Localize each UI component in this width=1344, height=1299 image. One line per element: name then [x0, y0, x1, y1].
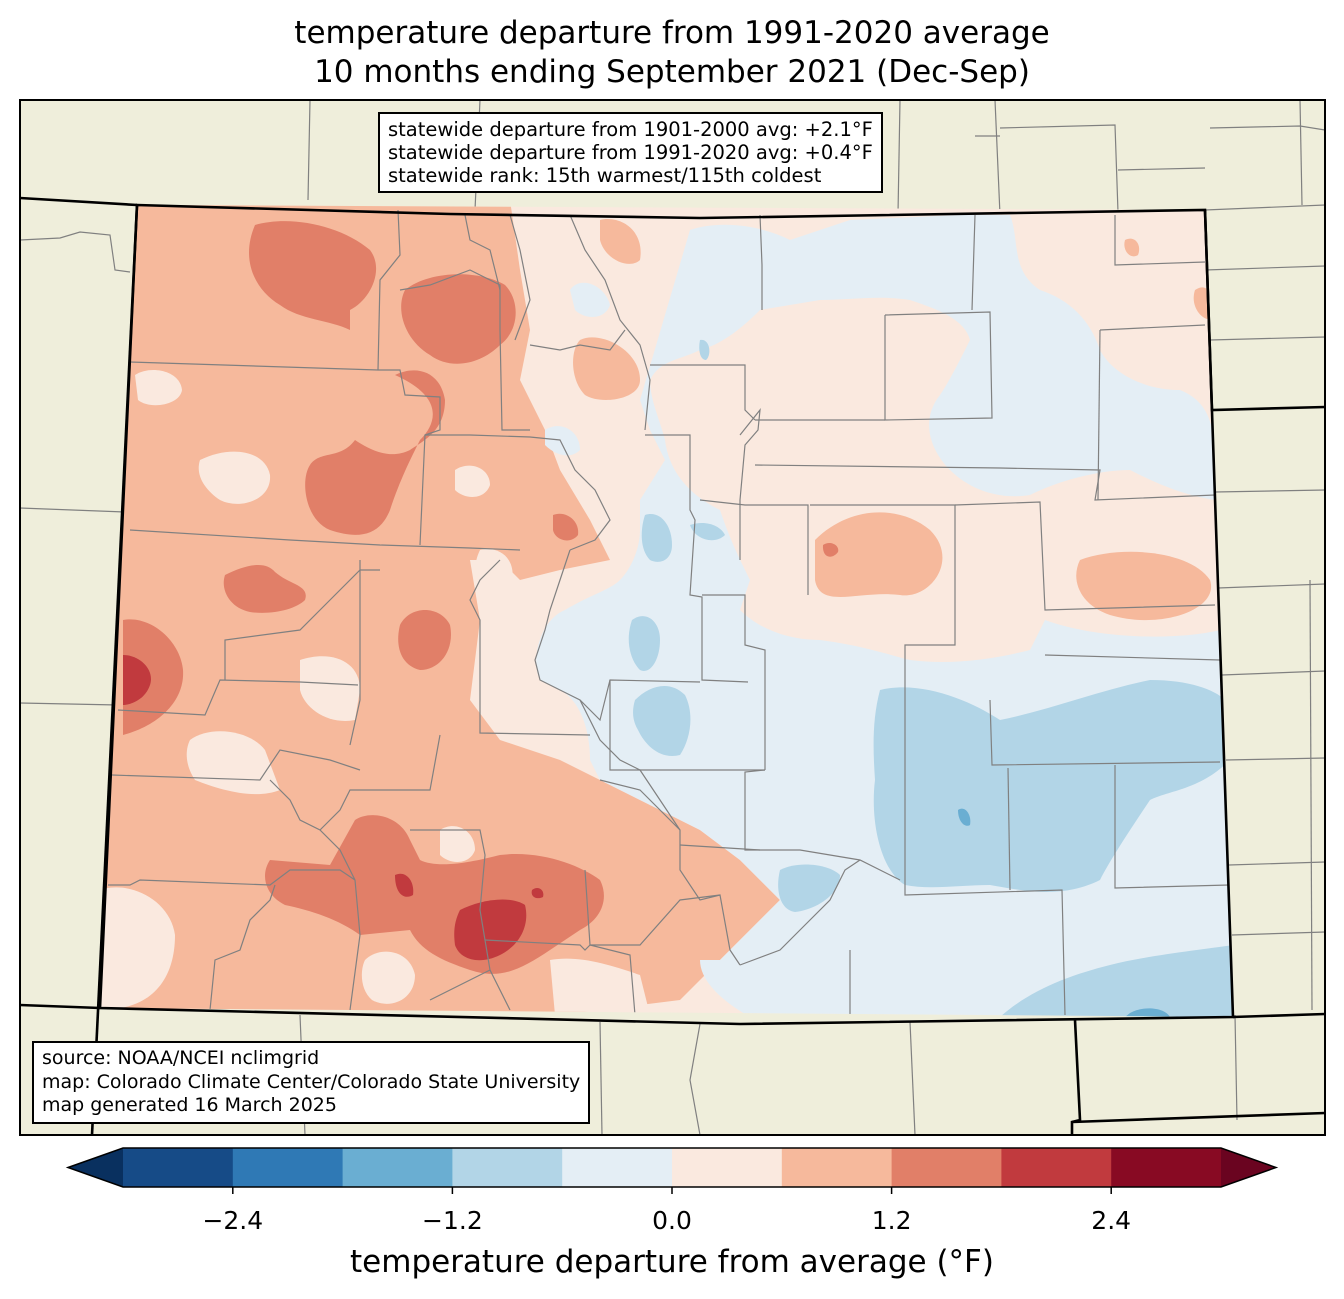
map-title-line1: temperature departure from 1991-2020 ave…: [294, 15, 1050, 51]
colorbar-over-arrow: [1221, 1148, 1276, 1187]
source-map-author: map: Colorado Climate Center/Colorado St…: [42, 1070, 581, 1093]
departure-contour-1.8-to-2.4: [123, 655, 544, 961]
departure-contour-minus1.2-to-minus0.6: [628, 339, 1233, 1017]
colorbar-bin: [123, 1148, 234, 1187]
colorbar-outline: [65, 1147, 1279, 1188]
colorbar-tick-label: −1.2: [422, 1206, 483, 1235]
colorbar: [65, 1147, 1279, 1194]
colorbar-bin: [672, 1148, 783, 1187]
stats-rank: statewide rank: 15th warmest/115th colde…: [388, 164, 822, 187]
map-title-line2: 10 months ending September 2021 (Dec-Sep…: [314, 54, 1030, 90]
source-data: source: NOAA/NCEI nclimgrid: [42, 1047, 320, 1069]
colorbar-bin: [781, 1148, 893, 1187]
colorbar-bin: [342, 1148, 453, 1187]
source-generated-date: map generated 16 March 2025: [42, 1094, 337, 1116]
colorbar-tick-label: 2.4: [1091, 1206, 1132, 1235]
colorbar-bin: [1001, 1148, 1112, 1187]
colorbar-tick-label: −2.4: [202, 1206, 264, 1235]
departure-contour-0.6-to-1.2: [100, 205, 1213, 1015]
colorbar-bin: [1111, 1148, 1222, 1187]
stats-departure-1901-2000: statewide departure from 1901-2000 avg: …: [388, 118, 873, 141]
departure-contour-minus1.8-to-minus1.2: [958, 808, 1170, 1017]
colorbar-bin: [232, 1148, 344, 1187]
colorbar-tick-label: 1.2: [871, 1206, 912, 1235]
colorado-border: [98, 203, 1235, 1026]
statewide-stats-box: statewide departure from 1901-2000 avg: …: [378, 112, 883, 193]
colorbar-bin: [891, 1148, 1002, 1187]
colorbar-tick-label: 0.0: [652, 1206, 692, 1235]
stats-departure-1991-2020: statewide departure from 1991-2020 avg: …: [388, 141, 873, 164]
colorbar-label: temperature departure from average (°F): [350, 1244, 994, 1280]
source-box: source: NOAA/NCEI nclimgrid map: Colorad…: [32, 1041, 591, 1124]
colorbar-bin: [452, 1148, 563, 1187]
colorbar-under-arrow: [68, 1148, 123, 1187]
colorado-county-lines: [108, 209, 1231, 1016]
map-frame: [19, 99, 1326, 1136]
state-borders: [20, 196, 1325, 1135]
colorbar-bin: [562, 1148, 673, 1187]
